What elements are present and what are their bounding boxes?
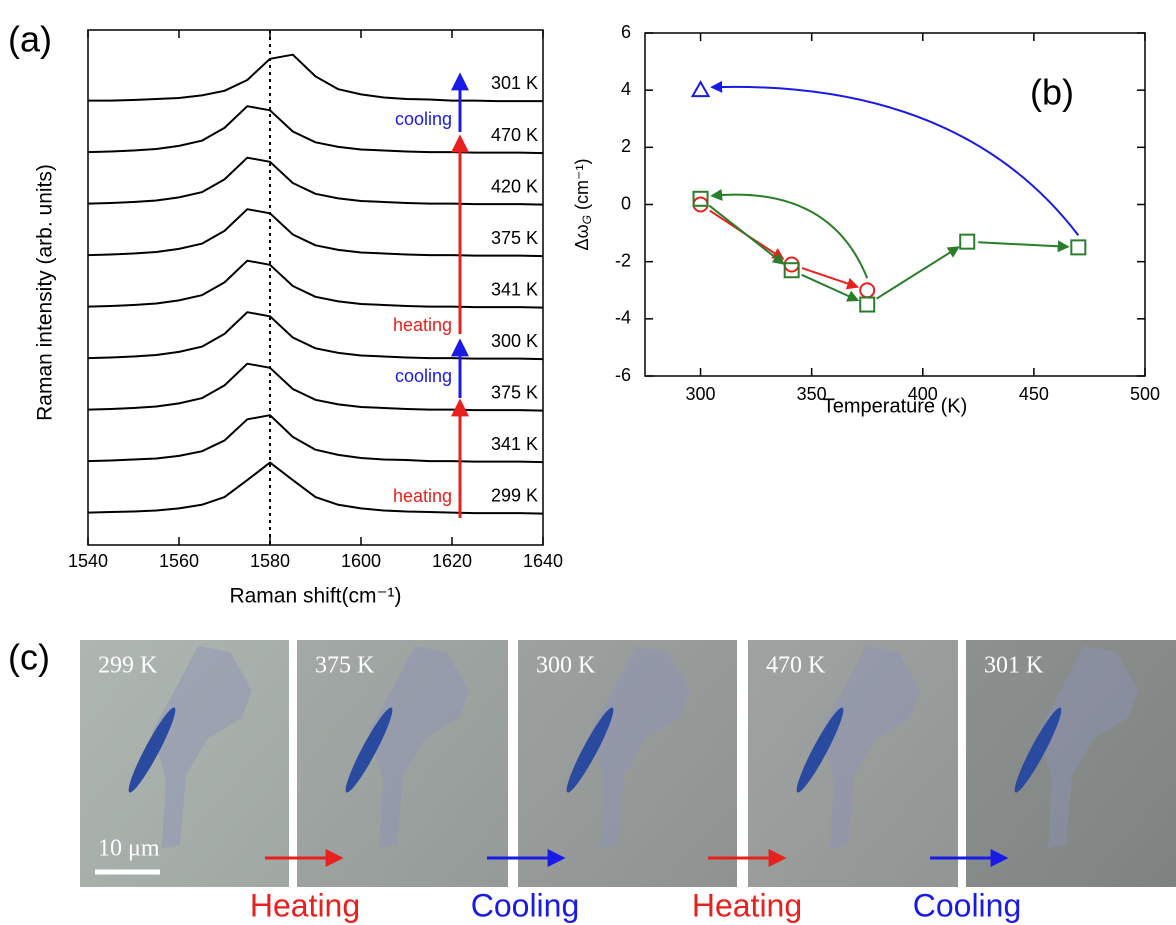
spectrum-label: 299 K	[491, 485, 538, 505]
point-circle	[783, 256, 800, 273]
flake-thick	[566, 707, 614, 793]
y-axis-label-unit: (cm⁻¹)	[572, 159, 592, 210]
flake-thin	[152, 646, 252, 848]
flake-thick	[796, 707, 844, 793]
x-tick-label: 1600	[341, 551, 381, 571]
x-tick-label: 1560	[159, 551, 199, 571]
x-tick-label: 1540	[68, 551, 108, 571]
point-square	[859, 296, 876, 313]
panel-label: (a)	[8, 19, 52, 60]
y-tick-label: 2	[621, 136, 631, 156]
flake-thick	[1014, 707, 1062, 793]
sequence-arrow	[708, 204, 785, 265]
spectrum-label: 420 K	[491, 176, 538, 196]
spectrum-label: 375 K	[491, 228, 538, 248]
y-axis-label-sub: G	[580, 215, 594, 224]
micrograph: 470 K	[748, 640, 958, 887]
spectrum-line	[87, 259, 544, 309]
panel-label: (c)	[8, 637, 50, 678]
transition-label: Heating	[250, 887, 360, 923]
sequence-arrow	[710, 188, 869, 279]
spectrum-label: 375 K	[491, 382, 538, 402]
micrograph-label: 301 K	[984, 653, 1044, 679]
plot-frame	[87, 29, 544, 546]
flake-thin	[590, 646, 690, 848]
flake-thick	[345, 707, 393, 793]
y-tick-label: 6	[621, 22, 631, 42]
micrograph: 299 K	[80, 640, 289, 887]
panel-label: (b)	[1030, 72, 1074, 113]
point-square	[783, 262, 800, 279]
spectrum-line	[87, 362, 544, 412]
spectrum-label: 301 K	[491, 73, 538, 93]
process-label: heating	[393, 315, 452, 335]
y-tick-label: -2	[615, 250, 631, 270]
point-square	[692, 190, 709, 207]
sequence-arrow	[801, 267, 860, 290]
y-tick-label: 0	[621, 193, 631, 213]
sequence-arrow	[710, 80, 1080, 236]
flake-thin	[369, 646, 469, 848]
process-label: cooling	[395, 366, 452, 386]
micrograph-shade	[297, 640, 508, 887]
x-tick-label: 400	[908, 384, 938, 404]
point-triangle	[690, 80, 711, 98]
spectrum-label: 341 K	[491, 434, 538, 454]
spectrum-line	[87, 105, 544, 155]
flake-thin	[1038, 646, 1138, 848]
x-tick-label: 500	[1130, 384, 1160, 404]
spectrum-line	[87, 414, 544, 464]
x-tick-label: 1620	[432, 551, 472, 571]
spectrum-line	[87, 461, 544, 515]
y-tick-label: -6	[615, 365, 631, 385]
micrograph: 375 K	[297, 640, 508, 887]
transition-label: Cooling	[913, 887, 1022, 923]
flake-thin	[820, 646, 920, 848]
micrograph: 300 K	[518, 640, 737, 887]
process-label: heating	[393, 486, 452, 506]
sequence-arrow	[876, 246, 960, 300]
micrograph-shade	[966, 640, 1176, 887]
y-tick-label: 4	[621, 79, 631, 99]
x-tick-label: 1580	[250, 551, 290, 571]
micrograph-label: 375 K	[315, 653, 375, 679]
y-axis-label-main: Δω	[572, 224, 592, 250]
micrograph: 301 K	[966, 640, 1176, 887]
x-tick-label: 350	[797, 384, 827, 404]
micrograph-label: 300 K	[536, 653, 596, 679]
y-tick-label: -4	[615, 308, 631, 328]
micrograph-shade	[518, 640, 737, 887]
transition-label: Heating	[692, 887, 802, 923]
spectrum-line	[87, 311, 544, 361]
x-axis-label: Temperature (K)	[823, 395, 968, 417]
x-tick-label: 1640	[523, 551, 563, 571]
x-tick-label: 300	[686, 384, 716, 404]
spectrum-line	[88, 53, 543, 103]
spectrum-label: 341 K	[491, 279, 538, 299]
spectrum-line	[87, 156, 544, 206]
spectrum-line	[87, 208, 544, 258]
flake-thick	[128, 707, 176, 793]
spectrum-label: 300 K	[491, 331, 538, 351]
transition-label: Cooling	[471, 887, 580, 923]
point-square	[959, 233, 976, 250]
x-tick-label: 450	[1019, 384, 1049, 404]
sequence-arrow	[801, 273, 860, 302]
spectrum-label: 470 K	[491, 125, 538, 145]
micrograph-label: 299 K	[98, 653, 158, 679]
point-circle	[692, 196, 709, 213]
micrograph-shade	[748, 640, 958, 887]
y-axis-label: Raman intensity (arb. units)	[34, 164, 57, 421]
point-square	[1070, 239, 1087, 256]
micrograph-label: 470 K	[766, 653, 826, 679]
micrograph-shade	[80, 640, 289, 887]
sequence-arrow	[978, 240, 1070, 253]
scale-bar-label: 10 μm	[98, 836, 160, 862]
point-circle	[859, 282, 876, 299]
x-axis-label: Raman shift(cm⁻¹)	[229, 585, 401, 608]
y-axis-label: ΔωG (cm⁻¹)	[572, 159, 594, 251]
process-label: cooling	[395, 109, 452, 129]
